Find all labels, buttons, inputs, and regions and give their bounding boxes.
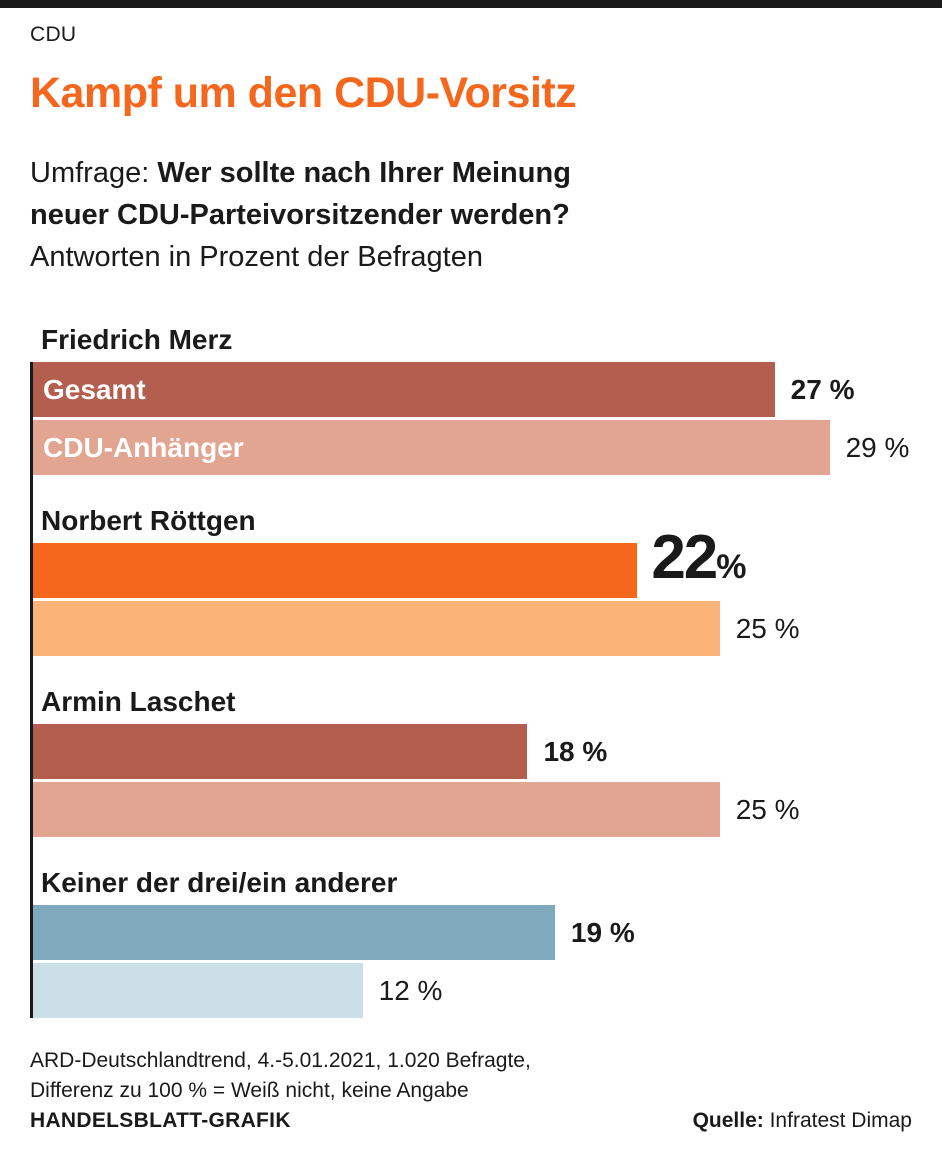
bar-row: 18 % bbox=[33, 724, 912, 779]
question-bold-line2: neuer CDU-Parteivorsitzender werden? bbox=[30, 199, 570, 231]
series-label-cdu-anhaenger: CDU-Anhänger bbox=[43, 431, 244, 463]
survey-question: Umfrage: Wer sollte nach Ihrer Meinung n… bbox=[30, 152, 912, 278]
chart-group-armin-laschet: Armin Laschet 18 % 25 % bbox=[33, 684, 912, 837]
value-label: 18 % bbox=[543, 735, 608, 767]
bar-chart: Friedrich Merz Gesamt 27 % CDU-Anhänger … bbox=[30, 322, 912, 1018]
bar-gesamt: Gesamt bbox=[33, 362, 775, 417]
bar-row: 12 % bbox=[33, 963, 912, 1018]
chart-group-friedrich-merz: Friedrich Merz Gesamt 27 % CDU-Anhänger … bbox=[33, 322, 912, 475]
footnotes: ARD-Deutschlandtrend, 4.-5.01.2021, 1.02… bbox=[30, 1046, 531, 1136]
bar-row: 25 % bbox=[33, 782, 912, 837]
value-label: 25 % bbox=[735, 793, 800, 825]
chart-group-keiner-der-drei: Keiner der drei/ein anderer 19 % 12 % bbox=[33, 865, 912, 1018]
chart-unit-note: Antworten in Prozent der Befragten bbox=[30, 241, 483, 273]
bar-row: 25 % bbox=[33, 601, 912, 656]
value-label: 12 % bbox=[378, 974, 443, 1006]
kicker: CDU bbox=[30, 23, 77, 46]
value-label: 25 % bbox=[735, 612, 800, 644]
highlight-number: 22 bbox=[651, 523, 718, 592]
highlight-value-label: 22% bbox=[651, 527, 747, 595]
category-label: Norbert Röttgen bbox=[41, 505, 256, 536]
source-label: Quelle: bbox=[692, 1109, 764, 1132]
bar-gesamt bbox=[33, 905, 555, 960]
value-label: 29 % bbox=[845, 431, 910, 463]
highlight-percent-sign: % bbox=[716, 548, 747, 586]
bar-row: 22% bbox=[33, 527, 912, 598]
top-rule bbox=[0, 0, 942, 8]
bar-row: 19 % bbox=[33, 905, 912, 960]
bar-cdu-anhaenger bbox=[33, 782, 720, 837]
question-bold-line1: Wer sollte nach Ihrer Meinung bbox=[157, 157, 571, 189]
y-axis-line bbox=[30, 362, 33, 1018]
bar-cdu-anhaenger: CDU-Anhänger bbox=[33, 420, 830, 475]
bar-cdu-anhaenger bbox=[33, 601, 720, 656]
footer: ARD-Deutschlandtrend, 4.-5.01.2021, 1.02… bbox=[30, 1046, 912, 1136]
bar-row: Gesamt 27 % bbox=[33, 362, 912, 417]
infographic: CDU Kampf um den CDU-Vorsitz Umfrage: We… bbox=[0, 22, 942, 1136]
chart-group-norbert-roettgen: Norbert Röttgen 22% 25 % bbox=[33, 503, 912, 656]
bar-row: CDU-Anhänger 29 % bbox=[33, 420, 912, 475]
bar-gesamt-highlight bbox=[33, 543, 638, 598]
category-label: Friedrich Merz bbox=[41, 324, 233, 355]
series-label-gesamt: Gesamt bbox=[43, 373, 146, 405]
bar-gesamt bbox=[33, 724, 528, 779]
bar-cdu-anhaenger bbox=[33, 963, 363, 1018]
value-label: 27 % bbox=[790, 373, 855, 405]
source: Quelle: Infratest Dimap bbox=[693, 1106, 912, 1136]
survey-question-line2: neuer CDU-Parteivorsitzender werden? bbox=[30, 194, 912, 236]
source-value: Infratest Dimap bbox=[763, 1109, 912, 1132]
question-prefix: Umfrage: bbox=[30, 157, 158, 189]
survey-question-line1: Umfrage: Wer sollte nach Ihrer Meinung bbox=[30, 152, 912, 194]
footnote-line1: ARD-Deutschlandtrend, 4.-5.01.2021, 1.02… bbox=[30, 1049, 531, 1072]
value-label: 19 % bbox=[570, 916, 635, 948]
category-label: Keiner der drei/ein anderer bbox=[41, 867, 398, 898]
footnote-line2: Differenz zu 100 % = Weiß nicht, keine A… bbox=[30, 1079, 469, 1102]
credit: HANDELSBLATT-GRAFIK bbox=[30, 1109, 291, 1132]
category-label: Armin Laschet bbox=[41, 686, 236, 717]
page-title: Kampf um den CDU-Vorsitz bbox=[30, 69, 577, 117]
